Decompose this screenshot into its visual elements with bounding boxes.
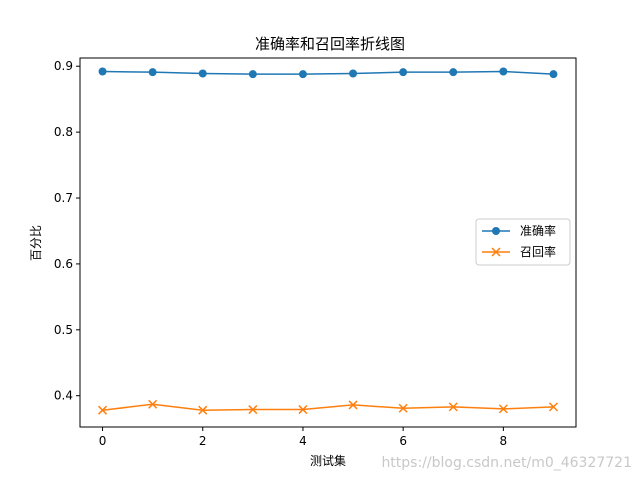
x-tick-label: 0 [99, 434, 107, 448]
data-point-1 [398, 403, 408, 413]
x-tick-label: 4 [299, 434, 307, 448]
data-point-0 [499, 67, 508, 76]
data-point-1 [498, 404, 508, 414]
ticks-layer: 0 2 4 6 8 0.4 0.5 0.6 0.7 0.8 0.9 [54, 59, 507, 448]
data-point-0 [98, 67, 107, 76]
y-tick-label: 0.4 [54, 389, 73, 403]
series-line-1 [102, 403, 554, 411]
data-point-1 [198, 405, 208, 415]
data-point-1 [448, 402, 458, 412]
data-point-1 [348, 400, 358, 410]
data-point-0 [549, 70, 558, 79]
plot-area: 0 2 4 6 8 0.4 0.5 0.6 0.7 0.8 0.9 [54, 57, 577, 448]
y-tick-label: 0.7 [54, 191, 73, 205]
y-tick-label: 0.8 [54, 125, 73, 139]
x-tick-label: 6 [399, 434, 407, 448]
legend: 准确率 召回率 [475, 218, 571, 266]
plot-frame [79, 57, 577, 428]
data-point-0 [298, 70, 307, 79]
legend-label-recall: 召回率 [520, 244, 556, 259]
legend-marker-accuracy [492, 227, 500, 235]
y-tick-label: 0.5 [54, 323, 73, 337]
data-point-0 [248, 70, 257, 79]
data-point-1 [148, 399, 158, 409]
chart-title: 准确率和召回率折线图 [255, 35, 405, 53]
data-point-1 [548, 402, 558, 412]
legend-label-accuracy: 准确率 [520, 223, 556, 238]
y-tick-label: 0.6 [54, 257, 73, 271]
data-point-0 [449, 68, 458, 77]
series-layer [98, 67, 558, 415]
data-point-0 [399, 68, 408, 77]
series-line-0 [102, 70, 554, 75]
legend-marker-recall [491, 247, 501, 257]
watermark: https://blog.csdn.net/m0_46327721 [381, 455, 632, 471]
data-point-1 [298, 405, 308, 415]
data-point-1 [98, 405, 108, 415]
x-axis-label: 测试集 [310, 453, 346, 468]
x-tick-label: 2 [199, 434, 207, 448]
data-point-1 [248, 405, 258, 415]
y-axis-label: 百分比 [29, 225, 43, 261]
data-point-0 [349, 69, 358, 78]
data-point-0 [148, 68, 157, 77]
data-point-0 [198, 69, 207, 78]
x-tick-label: 8 [500, 434, 508, 448]
y-tick-label: 0.9 [54, 59, 73, 73]
